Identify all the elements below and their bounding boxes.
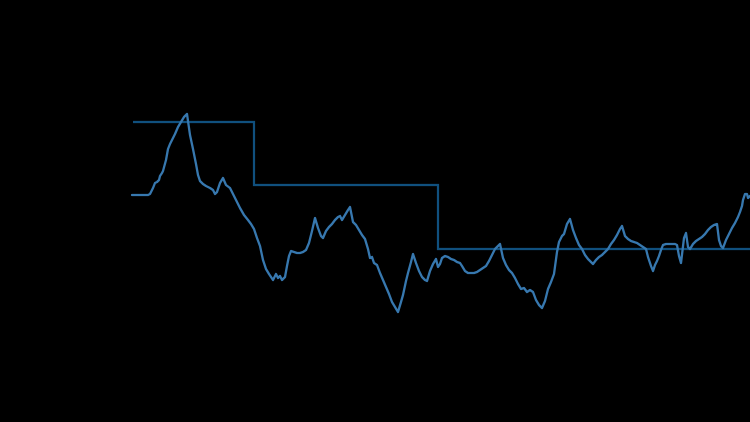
line-chart [40,16,750,422]
price-line [130,112,750,314]
step-line [133,120,750,251]
chart-background [40,16,750,422]
chart [40,16,750,422]
